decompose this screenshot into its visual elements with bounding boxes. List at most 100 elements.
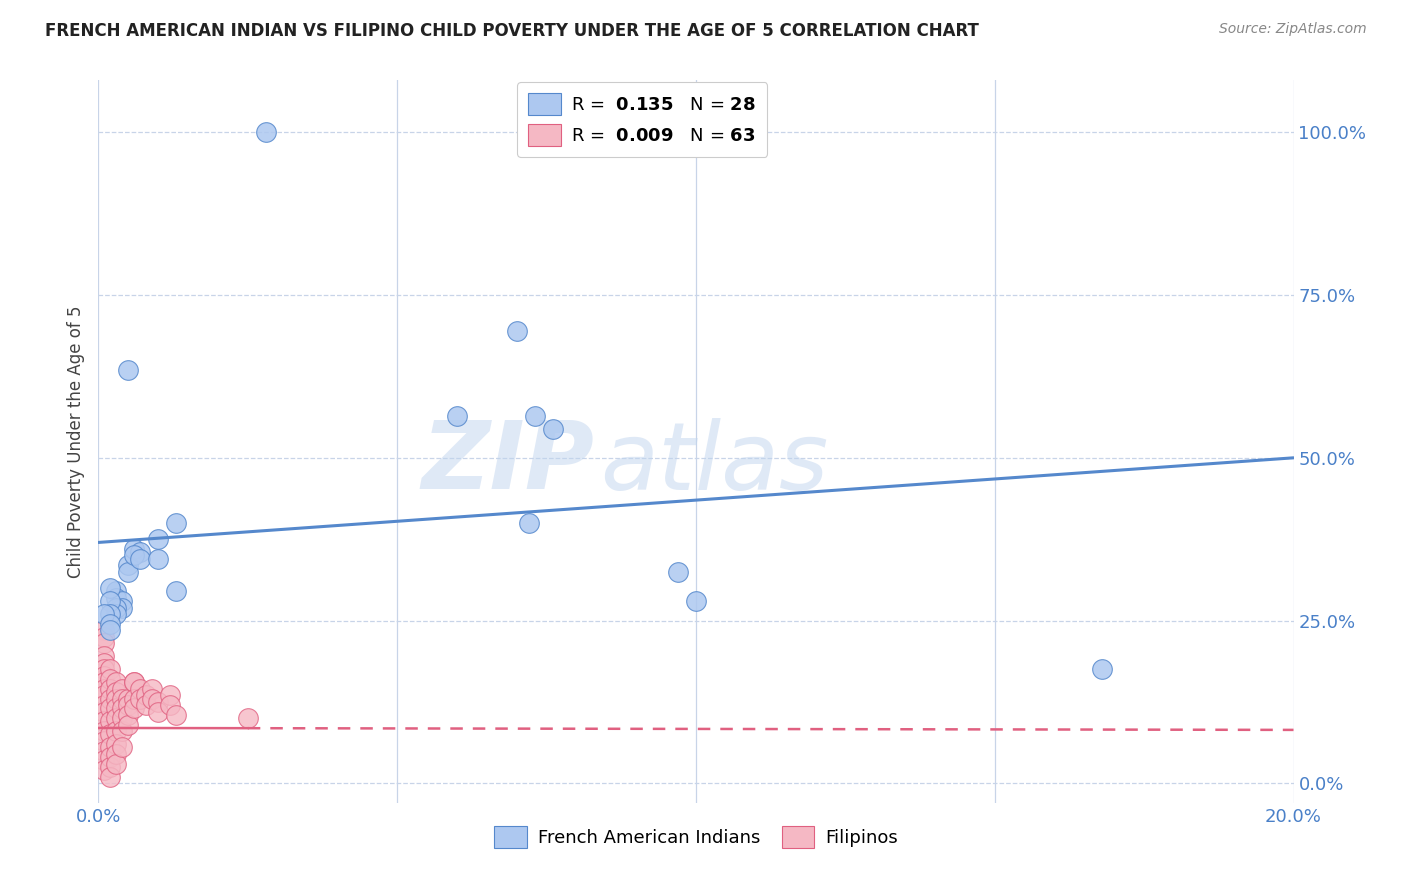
Point [148, 551, 170, 566]
Point [93, 624, 115, 638]
Point [93, 698, 115, 713]
Point [165, 707, 187, 722]
Point [93, 630, 115, 644]
Point [129, 551, 152, 566]
Point [506, 324, 529, 338]
Point [1091, 662, 1114, 676]
Point [98, 662, 122, 676]
Point [93, 714, 115, 729]
Point [93, 607, 115, 621]
Point [124, 549, 146, 563]
Point [93, 675, 115, 690]
Point [117, 363, 139, 377]
Point [111, 701, 134, 715]
Legend: French American Indians, Filipinos: French American Indians, Filipinos [486, 819, 905, 855]
Text: ZIP: ZIP [422, 417, 595, 509]
Point [105, 607, 128, 621]
Point [117, 691, 139, 706]
Point [93, 744, 115, 758]
Point [148, 695, 170, 709]
Text: FRENCH AMERICAN INDIAN VS FILIPINO CHILD POVERTY UNDER THE AGE OF 5 CORRELATION : FRENCH AMERICAN INDIAN VS FILIPINO CHILD… [45, 22, 979, 40]
Point [93, 656, 115, 670]
Point [124, 541, 146, 556]
Point [105, 600, 128, 615]
Point [105, 756, 128, 771]
Point [98, 714, 122, 729]
Point [105, 711, 128, 725]
Point [98, 594, 122, 608]
Point [105, 737, 128, 751]
Point [111, 594, 134, 608]
Point [111, 711, 134, 725]
Point [124, 691, 146, 706]
Point [517, 516, 540, 530]
Point [124, 675, 146, 690]
Point [105, 724, 128, 739]
Point [117, 565, 139, 579]
Point [117, 707, 139, 722]
Point [141, 691, 163, 706]
Point [141, 681, 163, 696]
Point [159, 698, 181, 713]
Point [135, 698, 157, 713]
Point [165, 516, 187, 530]
Point [165, 584, 187, 599]
Text: Source: ZipAtlas.com: Source: ZipAtlas.com [1219, 22, 1367, 37]
Point [135, 689, 157, 703]
Point [98, 701, 122, 715]
Point [98, 581, 122, 595]
Point [254, 125, 277, 139]
Point [105, 591, 128, 605]
Point [236, 711, 259, 725]
Point [98, 681, 122, 696]
Point [111, 600, 134, 615]
Point [98, 607, 122, 621]
Point [93, 705, 115, 719]
Point [105, 691, 128, 706]
Point [93, 689, 115, 703]
Point [98, 740, 122, 755]
Point [159, 689, 181, 703]
Point [93, 734, 115, 748]
Point [105, 584, 128, 599]
Point [111, 681, 134, 696]
Point [148, 532, 170, 546]
Point [446, 409, 468, 423]
Point [117, 698, 139, 713]
Point [111, 724, 134, 739]
Point [129, 545, 152, 559]
Point [666, 565, 689, 579]
Y-axis label: Child Poverty Under the Age of 5: Child Poverty Under the Age of 5 [66, 305, 84, 578]
Point [98, 624, 122, 638]
Point [117, 717, 139, 731]
Point [98, 770, 122, 784]
Point [111, 691, 134, 706]
Point [98, 760, 122, 774]
Point [98, 691, 122, 706]
Point [93, 681, 115, 696]
Point [111, 740, 134, 755]
Point [93, 649, 115, 664]
Point [685, 594, 707, 608]
Point [124, 701, 146, 715]
Point [93, 724, 115, 739]
Point [98, 750, 122, 764]
Point [93, 764, 115, 778]
Point [98, 616, 122, 631]
Point [105, 747, 128, 761]
Text: atlas: atlas [600, 417, 828, 508]
Point [93, 636, 115, 650]
Point [117, 558, 139, 573]
Point [124, 675, 146, 690]
Point [93, 669, 115, 683]
Point [93, 662, 115, 676]
Point [98, 727, 122, 741]
Point [93, 754, 115, 768]
Point [523, 409, 546, 423]
Point [105, 701, 128, 715]
Point [129, 681, 152, 696]
Point [541, 421, 564, 435]
Point [105, 675, 128, 690]
Point [148, 705, 170, 719]
Point [98, 672, 122, 686]
